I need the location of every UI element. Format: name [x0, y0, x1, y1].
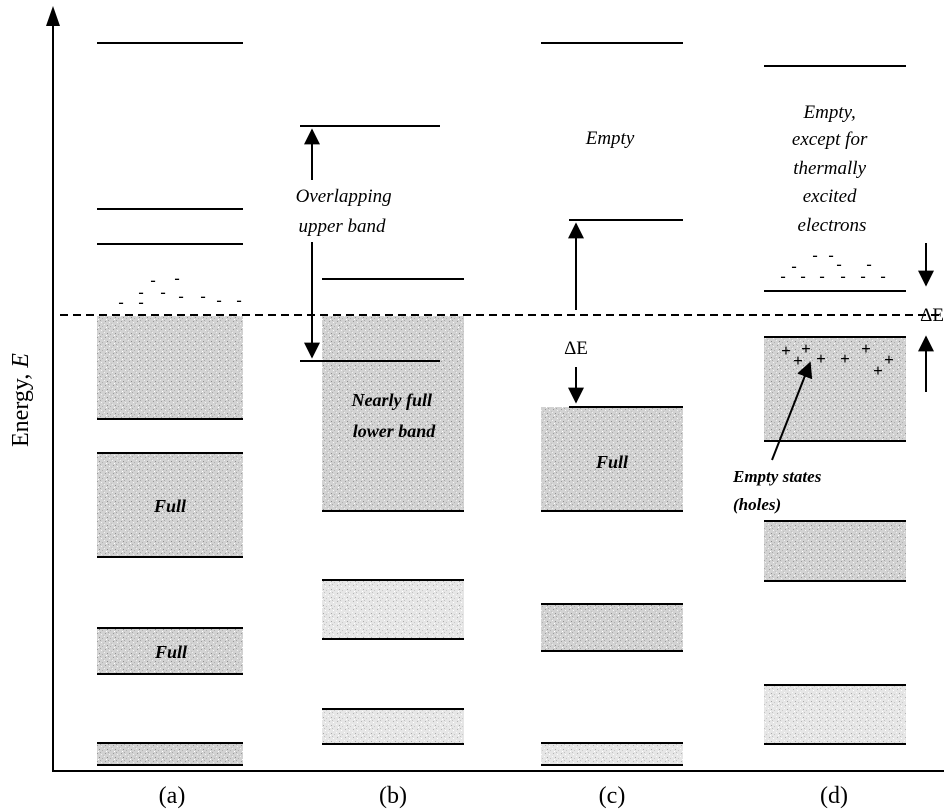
gap-label: ΔE	[920, 305, 944, 326]
panel-b: Overlapping upper band Nearly full lower…	[296, 125, 464, 809]
lower-band-label-line2: lower band	[353, 421, 437, 441]
panel-label: (b)	[379, 783, 407, 809]
band-nearly-full	[322, 316, 464, 511]
lower-band-label: Nearly full lower band	[351, 390, 437, 441]
electron-dash: -	[840, 268, 845, 285]
holes: + + + + + + + +	[781, 339, 894, 380]
band-lowest	[322, 709, 464, 744]
panel-d: Empty, except for thermally excited elec…	[732, 65, 944, 809]
electron-dash: -	[118, 294, 123, 311]
electron-dash: -	[791, 258, 796, 275]
band	[764, 521, 906, 581]
y-axis-arrowhead	[46, 6, 60, 26]
band-lowest	[764, 685, 906, 744]
electron-dash: -	[812, 247, 817, 264]
panel-c: Empty ΔE Full (c)	[541, 42, 683, 809]
axes: Energy, E	[8, 6, 944, 772]
band-lowest	[541, 743, 683, 765]
empty-label: Empty	[585, 128, 635, 149]
holes-pointer-arrow	[771, 361, 813, 461]
band-label: Full	[595, 452, 628, 472]
electron-dash: -	[819, 268, 824, 285]
band-full	[97, 628, 243, 674]
electron-dash: -	[236, 292, 241, 309]
hole-plus: +	[840, 349, 850, 368]
electron-dash: -	[200, 288, 205, 305]
electron-dash: -	[160, 284, 165, 301]
lower-band-label-line1: Nearly full	[351, 390, 433, 410]
band-full	[97, 453, 243, 557]
panel-label: (c)	[599, 783, 626, 809]
electron-dash: -	[216, 292, 221, 309]
electrons: - - - - - - - - - -	[118, 270, 241, 311]
holes-label: Empty states (holes)	[732, 467, 826, 514]
y-axis-label-symbol: E	[8, 353, 34, 369]
hole-plus: +	[793, 351, 803, 370]
hole-plus: +	[873, 361, 883, 380]
hole-plus: +	[781, 341, 791, 360]
thermal-electrons: - - - - - - - - - - -	[780, 247, 885, 285]
empty-label-line4: excited	[803, 186, 857, 207]
empty-label-line5: electrons	[798, 215, 867, 236]
electron-dash: -	[866, 256, 871, 273]
gap-label: ΔE	[564, 338, 588, 359]
empty-label-line3: thermally	[793, 158, 866, 179]
hole-plus: +	[801, 339, 811, 358]
band-label: Full	[154, 642, 187, 662]
upper-band-label-line1: Overlapping	[296, 186, 392, 207]
panel-label: (a)	[159, 783, 186, 809]
band-label: Full	[153, 496, 186, 516]
empty-label-line1: Empty,	[803, 102, 856, 123]
electron-dash: -	[800, 268, 805, 285]
band-partially-filled	[97, 316, 243, 419]
electron-dash: -	[780, 268, 785, 285]
panel-a: - - - - - - - - - - Full Full (a)	[97, 42, 243, 809]
upper-band-label-line2: upper band	[298, 216, 386, 237]
empty-label-line2: except for	[792, 129, 868, 150]
band-lowest	[97, 743, 243, 765]
electron-dash: -	[138, 294, 143, 311]
holes-label-line2: (holes)	[733, 495, 781, 514]
hole-plus: +	[861, 339, 871, 358]
electron-dash: -	[174, 270, 179, 287]
electron-dash: -	[828, 247, 833, 264]
hole-plus: +	[884, 350, 894, 369]
band-full	[541, 407, 683, 511]
electron-dash: -	[836, 256, 841, 273]
y-axis-label-text: Energy,	[8, 368, 34, 447]
electron-dash: -	[178, 288, 183, 305]
band	[541, 604, 683, 651]
band	[322, 580, 464, 639]
electron-dash: -	[860, 268, 865, 285]
empty-label: Empty, except for thermally excited elec…	[792, 102, 872, 236]
electron-dash: -	[138, 284, 143, 301]
valence-band	[764, 337, 906, 441]
electron-dash: -	[880, 268, 885, 285]
y-axis-label: Energy, E	[8, 353, 34, 447]
holes-label-line1: Empty states	[732, 467, 822, 486]
upper-band-label: Overlapping upper band	[296, 186, 397, 237]
panel-label: (d)	[820, 783, 848, 809]
hole-plus: +	[816, 349, 826, 368]
electron-dash: -	[150, 272, 155, 289]
